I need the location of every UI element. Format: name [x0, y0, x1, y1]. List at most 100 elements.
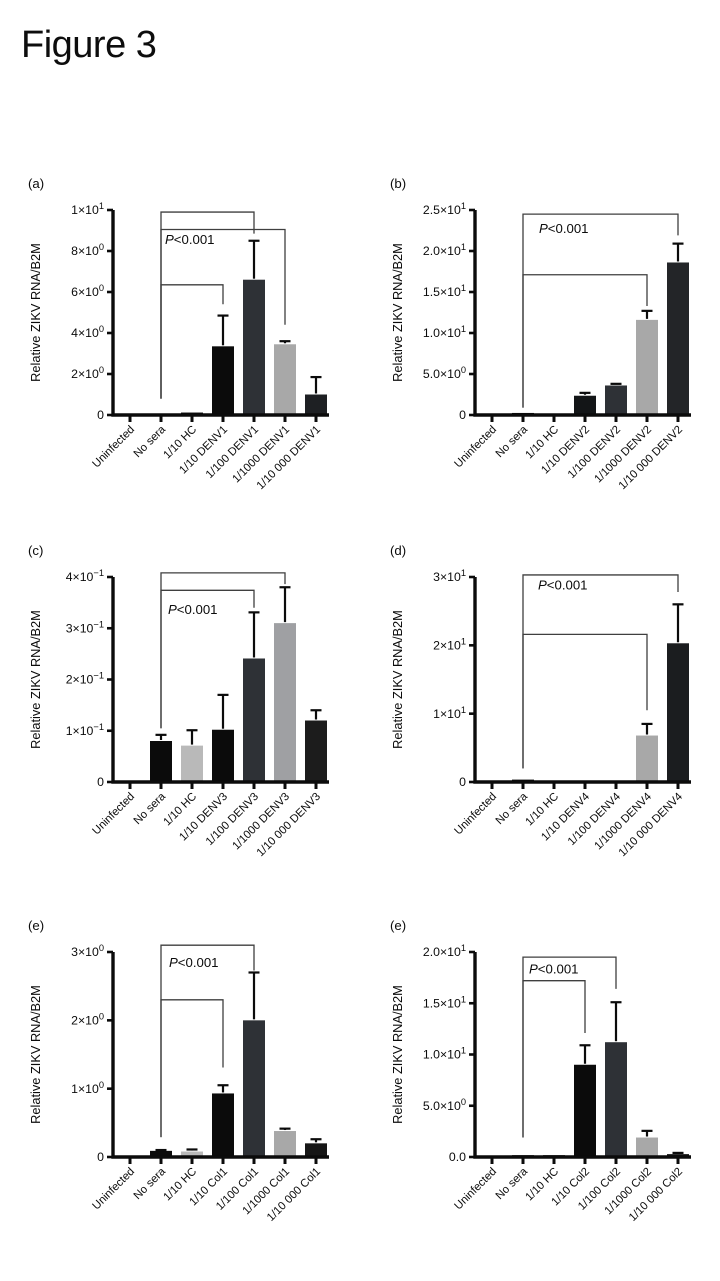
- figure-title: Figure 3: [21, 24, 157, 66]
- y-axis-title: Relative ZIKV RNA/B2M: [28, 243, 43, 382]
- panel-label: (e): [28, 918, 44, 933]
- y-tick-label: 0: [459, 408, 466, 422]
- bar: [243, 658, 265, 782]
- bar: [636, 319, 658, 415]
- bar: [274, 1131, 296, 1157]
- y-tick-label: 2.0×101: [423, 943, 466, 959]
- panel-label: (c): [28, 543, 43, 558]
- significance-bracket: [160, 944, 255, 1138]
- bar-chart: (c)01×10−12×10−13×10−14×10−1UninfectedNo…: [28, 543, 329, 859]
- y-tick-label: 2×100: [71, 365, 104, 381]
- x-category-label: Uninfected: [90, 1166, 137, 1213]
- y-tick-label: 5.0×100: [423, 365, 466, 381]
- bar: [243, 279, 265, 415]
- p-value-label: P<0.001: [529, 962, 579, 977]
- panel-label: (d): [390, 543, 406, 558]
- p-value-label: P<0.001: [168, 602, 218, 617]
- y-tick-label: 1×101: [433, 705, 466, 721]
- panel-b: (b) 0 5.0×100 1.0×101 1.5×101 2.0×101 2.5×101 U…: [362, 166, 720, 534]
- y-tick-label: 0: [97, 775, 104, 789]
- y-tick-label: 0: [97, 408, 104, 422]
- bar: [605, 1042, 627, 1157]
- significance-bracket: [522, 633, 648, 769]
- bar-chart: (a)02×1004×1006×1008×1001×101UninfectedN…: [28, 176, 329, 492]
- bar: [150, 1150, 172, 1157]
- y-tick-label: 3×101: [433, 568, 466, 584]
- y-tick-label: 2×100: [71, 1012, 104, 1028]
- bar: [667, 262, 689, 415]
- bar-chart: (b) 0 5.0×100 1.0×101 1.5×101 2.0×101 2.5×101 U…: [390, 176, 691, 492]
- panel-d: (d) 0 1×101 2×101 3×101 Uninfected No sera 1/10…: [362, 533, 720, 901]
- p-value-label: P<0.001: [165, 232, 215, 247]
- y-tick-label: 1.0×101: [423, 1046, 466, 1062]
- y-tick-label: 1.5×101: [423, 283, 466, 299]
- bar: [243, 1020, 265, 1157]
- bar-chart: (e) 0.0 5.0×100 1.0×101 1.5×101 2.0×101 Uninfe…: [390, 918, 691, 1224]
- bar: [150, 741, 172, 782]
- y-axis-title: Relative ZIKV RNA/B2M: [390, 243, 405, 382]
- bar: [212, 346, 234, 415]
- axes: [473, 577, 691, 784]
- y-tick-label: 1.5×101: [423, 994, 466, 1010]
- p-value-label: P<0.001: [169, 955, 219, 970]
- x-category-label: Uninfected: [90, 424, 137, 471]
- y-axis-title: Relative ZIKV RNA/B2M: [390, 610, 405, 749]
- y-tick-label: 4×100: [71, 324, 104, 340]
- y-tick-label: 8×100: [71, 242, 104, 258]
- panel-label: (b): [390, 176, 406, 191]
- panel-e: (e) 0 1×100 2×100 3×100 Uninfected No sera 1/10…: [0, 908, 360, 1276]
- y-tick-label: 6×100: [71, 283, 104, 299]
- y-tick-label: 0: [459, 775, 466, 789]
- significance-bracket: [160, 999, 224, 1138]
- y-axis-title: Relative ZIKV RNA/B2M: [28, 610, 43, 749]
- bar: [605, 385, 627, 415]
- y-tick-label: 1×100: [71, 1080, 104, 1096]
- significance-bracket: [160, 589, 255, 729]
- x-category-label: Uninfected: [452, 424, 499, 471]
- p-value-label: P<0.001: [538, 577, 588, 592]
- y-tick-label: 1×10−1: [66, 722, 104, 738]
- bar: [574, 1064, 596, 1157]
- panel-a: (a) 0 2×100 4×100 6×100 8×100 1×101 Uninfected N…: [0, 166, 360, 534]
- bar: [274, 623, 296, 782]
- bar: [305, 394, 327, 415]
- y-tick-label: 2.0×101: [423, 242, 466, 258]
- y-axis-title: Relative ZIKV RNA/B2M: [28, 985, 43, 1124]
- significance-bracket: [522, 274, 648, 408]
- y-tick-label: 4×10−1: [66, 568, 104, 584]
- x-category-label: Uninfected: [452, 791, 499, 838]
- p-value-label: P<0.001: [539, 221, 589, 236]
- bar: [636, 1137, 658, 1157]
- y-tick-label: 0.0: [449, 1150, 466, 1164]
- significance-bracket: [160, 284, 224, 399]
- y-tick-label: 2.5×101: [423, 201, 466, 217]
- y-tick-label: 0: [97, 1150, 104, 1164]
- y-tick-label: 1×101: [71, 201, 104, 217]
- x-category-label: Uninfected: [452, 1166, 499, 1213]
- y-tick-label: 2×101: [433, 637, 466, 653]
- bar: [181, 745, 203, 782]
- bar: [636, 735, 658, 782]
- bar: [212, 1093, 234, 1157]
- bar: [305, 1143, 327, 1157]
- y-tick-label: 3×10−1: [66, 619, 104, 635]
- bar: [305, 720, 327, 782]
- y-tick-label: 3×100: [71, 943, 104, 959]
- panel-label: (a): [28, 176, 44, 191]
- y-tick-label: 1.0×101: [423, 324, 466, 340]
- x-category-label: Uninfected: [90, 791, 137, 838]
- panel-e2: (e) 0.0 5.0×100 1.0×101 1.5×101 2.0×101 Uninfe…: [362, 908, 720, 1276]
- significance-bracket: [522, 980, 586, 1138]
- panel-c: (c) 0 1×10−1 2×10−1 3×10−1 4×10−1 Uninfected No…: [0, 533, 360, 901]
- y-tick-label: 5.0×100: [423, 1097, 466, 1113]
- bar: [212, 729, 234, 782]
- y-tick-label: 2×10−1: [66, 671, 104, 687]
- y-axis-title: Relative ZIKV RNA/B2M: [390, 985, 405, 1124]
- significance-bracket: [522, 956, 617, 1138]
- panel-label: (e): [390, 918, 406, 933]
- bar: [574, 395, 596, 415]
- bar: [667, 643, 689, 782]
